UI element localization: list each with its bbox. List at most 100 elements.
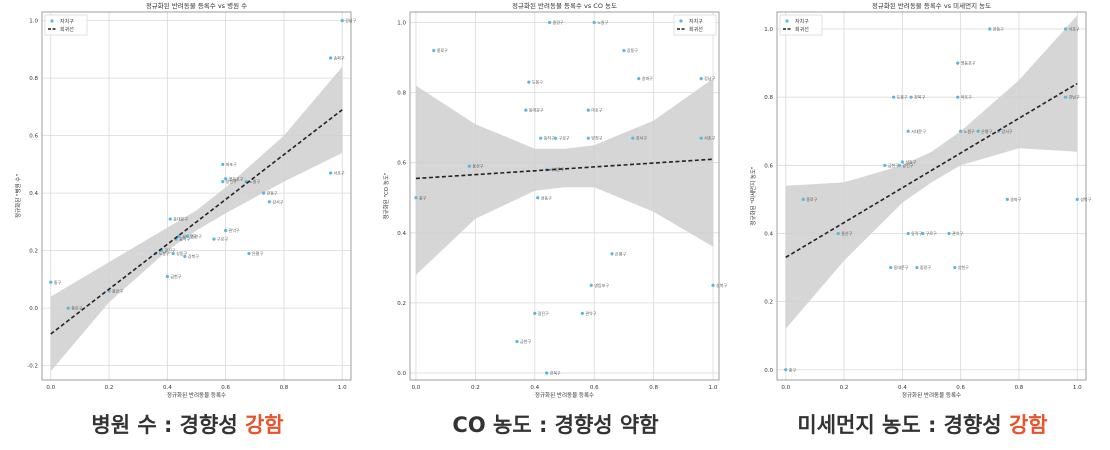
data-point-label: 강동구 bbox=[993, 26, 1004, 32]
legend-label: 자치구 bbox=[795, 18, 809, 25]
data-point-label: 동대문구 bbox=[173, 216, 188, 222]
legend-label: 자치구 bbox=[689, 18, 703, 25]
data-point bbox=[889, 265, 893, 270]
data-point bbox=[183, 254, 187, 258]
data-point bbox=[592, 20, 596, 25]
x-tick-label: 0.6 bbox=[956, 385, 965, 391]
data-point-label: 종로구 bbox=[437, 48, 448, 53]
legend-box bbox=[673, 14, 717, 36]
data-point-label: 강남구 bbox=[704, 75, 715, 81]
data-point bbox=[589, 283, 593, 287]
x-tick-label: 1.0 bbox=[1073, 385, 1082, 391]
chart-panel-fine-dust: 정규화된 반려동물 등록수 vs 미세먼지 농도 0.0 0.2 0.4 0.6 0.8 1… bbox=[745, 0, 1100, 400]
data-point bbox=[49, 280, 53, 284]
data-point bbox=[956, 95, 960, 99]
data-point bbox=[947, 231, 951, 236]
data-point bbox=[221, 162, 225, 166]
data-point-label: 도봉구 bbox=[532, 79, 543, 85]
regression-line bbox=[415, 158, 714, 180]
plot-frame bbox=[776, 11, 1087, 381]
data-point-label: 노원구 bbox=[964, 128, 975, 134]
data-point-label: 노원구 bbox=[249, 178, 260, 184]
data-point bbox=[1005, 197, 1009, 202]
data-point bbox=[221, 180, 225, 184]
data-point-label: 도봉구 bbox=[897, 94, 908, 100]
plot-frame bbox=[41, 11, 352, 381]
data-point bbox=[610, 252, 614, 256]
data-point bbox=[637, 76, 641, 81]
data-point-label: 성동구 bbox=[541, 194, 552, 200]
y-tick-label: 1.0 bbox=[29, 19, 38, 25]
legend-label: 회귀선 bbox=[60, 26, 74, 33]
x-tick-label: 0.4 bbox=[530, 385, 539, 391]
data-point-label: 광진구 bbox=[165, 247, 176, 253]
regression-line bbox=[50, 109, 343, 335]
y-tick-label: 0.6 bbox=[397, 161, 406, 167]
data-point bbox=[553, 136, 558, 140]
legend-box bbox=[779, 14, 823, 36]
data-point-label: 중랑구 bbox=[553, 19, 564, 25]
data-point-label: 용산구 bbox=[472, 163, 483, 169]
chart-title: 정규화된 반려동물 등록수 vs CO 농도 bbox=[512, 1, 617, 10]
legend-marker-points bbox=[679, 19, 683, 23]
legend-box bbox=[44, 14, 88, 36]
data-point bbox=[836, 231, 840, 236]
data-point-label: 중랑구 bbox=[920, 264, 931, 270]
y-axis-label: 정규화된 "병원 수" bbox=[14, 174, 22, 218]
legend-label: 회귀선 bbox=[689, 26, 703, 33]
caption-hospitals: 병원 수 : 경향성 강함 bbox=[10, 405, 365, 445]
data-point-label: 중구 bbox=[789, 367, 797, 372]
chart-title: 정규화된 반려동물 등록수 vs 병원 수 bbox=[146, 1, 247, 10]
scatter-chart-co: 정규화된 반려동물 등록수 vs CO 농도 0.0 0.2 0.4 0.6 0.8 1.0… bbox=[383, 1, 727, 399]
x-tick-label: 0.4 bbox=[163, 385, 172, 391]
x-tick-label: 0.8 bbox=[280, 385, 289, 391]
data-point-label: 중구 bbox=[419, 195, 427, 200]
y-tick-label: 1.0 bbox=[397, 21, 406, 27]
data-point-label: 서대문구 bbox=[182, 233, 197, 239]
x-tick-label: 0.6 bbox=[590, 385, 599, 391]
y-tick-label: 0.2 bbox=[397, 301, 406, 307]
caption-fine-dust: 미세먼지 농도 : 경향성 강함 bbox=[745, 405, 1100, 445]
data-point-label: 서대문구 bbox=[911, 128, 926, 134]
confidence-band bbox=[415, 78, 714, 275]
caption-highlight: 강함 bbox=[1008, 413, 1048, 437]
data-point bbox=[224, 177, 228, 181]
x-tick-label: 0.0 bbox=[46, 385, 55, 391]
data-point-label: 관악구 bbox=[585, 310, 596, 316]
chart-panel-co: 정규화된 반려동물 등록수 vs CO 농도 0.0 0.2 0.4 0.6 0.8 1.0… bbox=[378, 0, 733, 400]
data-point bbox=[545, 371, 549, 375]
data-point bbox=[631, 136, 635, 140]
y-axis-label: 정규화된 "미세먼지 농도" bbox=[749, 166, 757, 225]
legend-label: 자치구 bbox=[60, 18, 74, 25]
plot-frame bbox=[409, 11, 720, 381]
data-point-label: 서초구 bbox=[704, 135, 715, 141]
data-point-label: 영등포구 bbox=[594, 282, 609, 288]
data-point bbox=[548, 20, 552, 25]
caption-text: 병원 수 : 경향성 bbox=[91, 413, 245, 437]
data-point-label: 은평구 bbox=[252, 250, 263, 256]
data-point-label: 영등포구 bbox=[961, 60, 976, 66]
data-point-label: 강서구 bbox=[1002, 128, 1013, 134]
caption-text: CO 농도 : 경향성 약함 bbox=[452, 413, 659, 437]
chart-title: 정규화된 반려동물 등록수 vs 미세먼지 농도 bbox=[872, 1, 991, 10]
y-tick-label: 0.0 bbox=[397, 371, 406, 377]
data-point-label: 광진구 bbox=[538, 310, 549, 316]
data-point bbox=[906, 129, 910, 133]
y-tick-label: 0.4 bbox=[29, 191, 38, 197]
data-point-label: 강동구 bbox=[267, 190, 278, 196]
data-point bbox=[915, 265, 919, 270]
data-point bbox=[1075, 197, 1079, 202]
data-point bbox=[953, 265, 957, 270]
data-point-label: 성동구 bbox=[176, 250, 187, 256]
data-point bbox=[66, 306, 70, 310]
data-point-label: 동대문구 bbox=[894, 264, 909, 270]
data-point-label: 구로구 bbox=[926, 231, 937, 236]
data-point-label: 용산구 bbox=[112, 287, 123, 293]
x-tick-label: 1.0 bbox=[338, 385, 347, 391]
data-point bbox=[711, 283, 715, 287]
y-tick-label: -0.2 bbox=[27, 364, 38, 370]
data-point-label: 송파구 bbox=[1010, 196, 1021, 202]
data-point-label: 은평구 bbox=[981, 128, 992, 134]
